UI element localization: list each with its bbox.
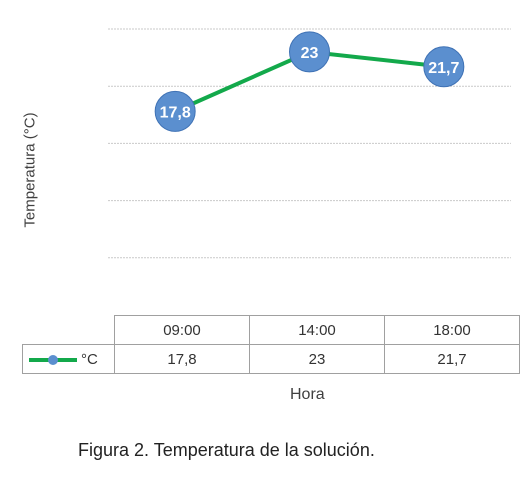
data-point-marker	[154, 90, 196, 132]
data-label: 17,8	[160, 104, 191, 121]
data-point-marker	[289, 31, 330, 73]
data-label: 23	[301, 45, 319, 62]
category-label: 14:00	[249, 315, 385, 345]
data-table-value: 17,8	[114, 344, 250, 374]
data-table-value: 21,7	[384, 344, 520, 374]
y-axis-title-box: Temperatura (°C)	[0, 0, 40, 300]
temperature-line-chart: 17,8 23 21,7	[108, 28, 511, 259]
y-axis-title: Temperatura (°C)	[21, 112, 39, 228]
data-table-corner	[22, 315, 115, 345]
legend-entry: °C	[22, 344, 115, 374]
x-axis-title: Hora	[290, 386, 325, 403]
data-table-header-row: 09:00 14:00 18:00	[22, 315, 520, 345]
legend-series-name: °C	[81, 350, 98, 368]
data-table-series-row: °C 17,8 23 21,7	[22, 344, 520, 374]
figure-caption: Figura 2. Temperatura de la solución.	[78, 440, 375, 460]
data-table: 09:00 14:00 18:00 °C 17,8 23 21,7	[22, 315, 520, 374]
category-label: 09:00	[114, 315, 250, 345]
category-label: 18:00	[384, 315, 520, 345]
data-point-marker	[423, 46, 465, 88]
legend-key-icon	[29, 354, 77, 366]
data-label: 21,7	[428, 60, 459, 77]
data-table-value: 23	[249, 344, 385, 374]
